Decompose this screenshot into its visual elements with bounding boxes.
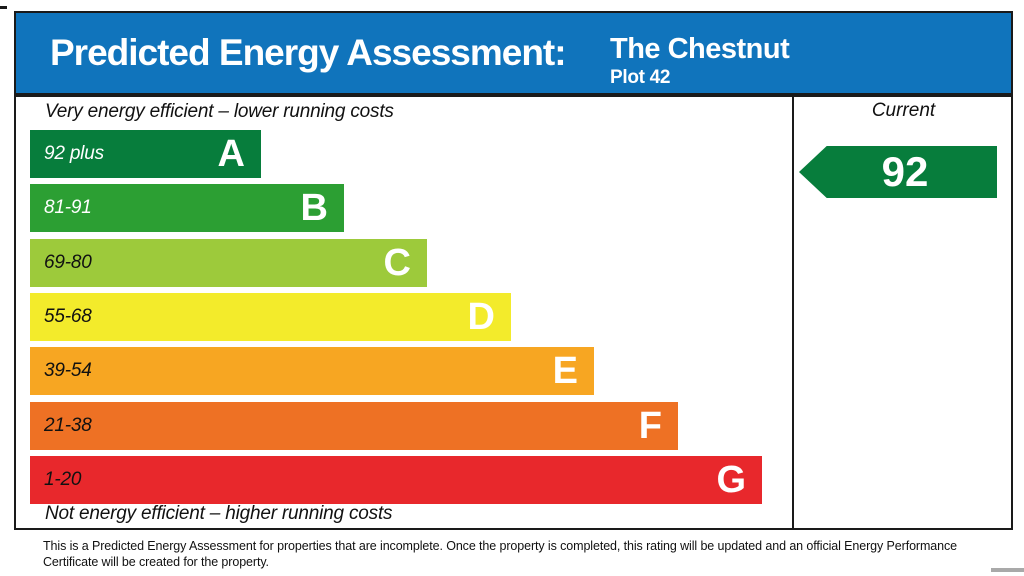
band-row-f: 21-38 F [30, 402, 678, 450]
band-letter: C [383, 241, 411, 284]
band-range-label: 69-80 [44, 252, 92, 273]
top-caption: Very energy efficient – lower running co… [45, 101, 394, 122]
band-row-g: 1-20 G [30, 456, 762, 504]
epc-chart: Very energy efficient – lower running co… [14, 95, 1013, 530]
column-divider [792, 97, 794, 528]
band-range-label: 55-68 [44, 306, 92, 327]
corner-strip [991, 568, 1024, 572]
current-column-header: Current [871, 100, 936, 121]
band-letter: G [716, 458, 746, 501]
band-letter: F [638, 404, 662, 447]
disclaimer-text: This is a Predicted Energy Assessment fo… [43, 539, 958, 570]
band-range-label: 1-20 [44, 469, 82, 490]
bottom-caption: Not energy efficient – higher running co… [45, 503, 393, 524]
band-letter: B [300, 186, 328, 229]
band-range-label: 81-91 [44, 197, 92, 218]
current-rating-arrow: 92 [799, 146, 997, 198]
property-block: The Chestnut Plot 42 [610, 33, 790, 89]
band-row-a: 92 plus A [30, 130, 261, 178]
assessment-title: Predicted Energy Assessment: [50, 32, 567, 73]
property-name: The Chestnut [610, 33, 790, 65]
band-letter: D [467, 295, 495, 338]
current-rating-value: 92 [881, 148, 929, 195]
band-row-b: 81-91 B [30, 184, 344, 232]
band-row-e: 39-54 E [30, 347, 594, 395]
band-range-label: 21-38 [44, 415, 92, 436]
edge-mark [0, 6, 7, 9]
band-range-label: 92 plus [44, 143, 104, 164]
band-range-label: 39-54 [44, 360, 92, 381]
header-banner: Predicted Energy Assessment: The Chestnu… [14, 11, 1013, 95]
plot-number: Plot 42 [610, 67, 671, 89]
band-row-d: 55-68 D [30, 293, 511, 341]
band-letter: A [217, 132, 245, 175]
band-letter: E [552, 349, 578, 392]
band-row-c: 69-80 C [30, 239, 427, 287]
